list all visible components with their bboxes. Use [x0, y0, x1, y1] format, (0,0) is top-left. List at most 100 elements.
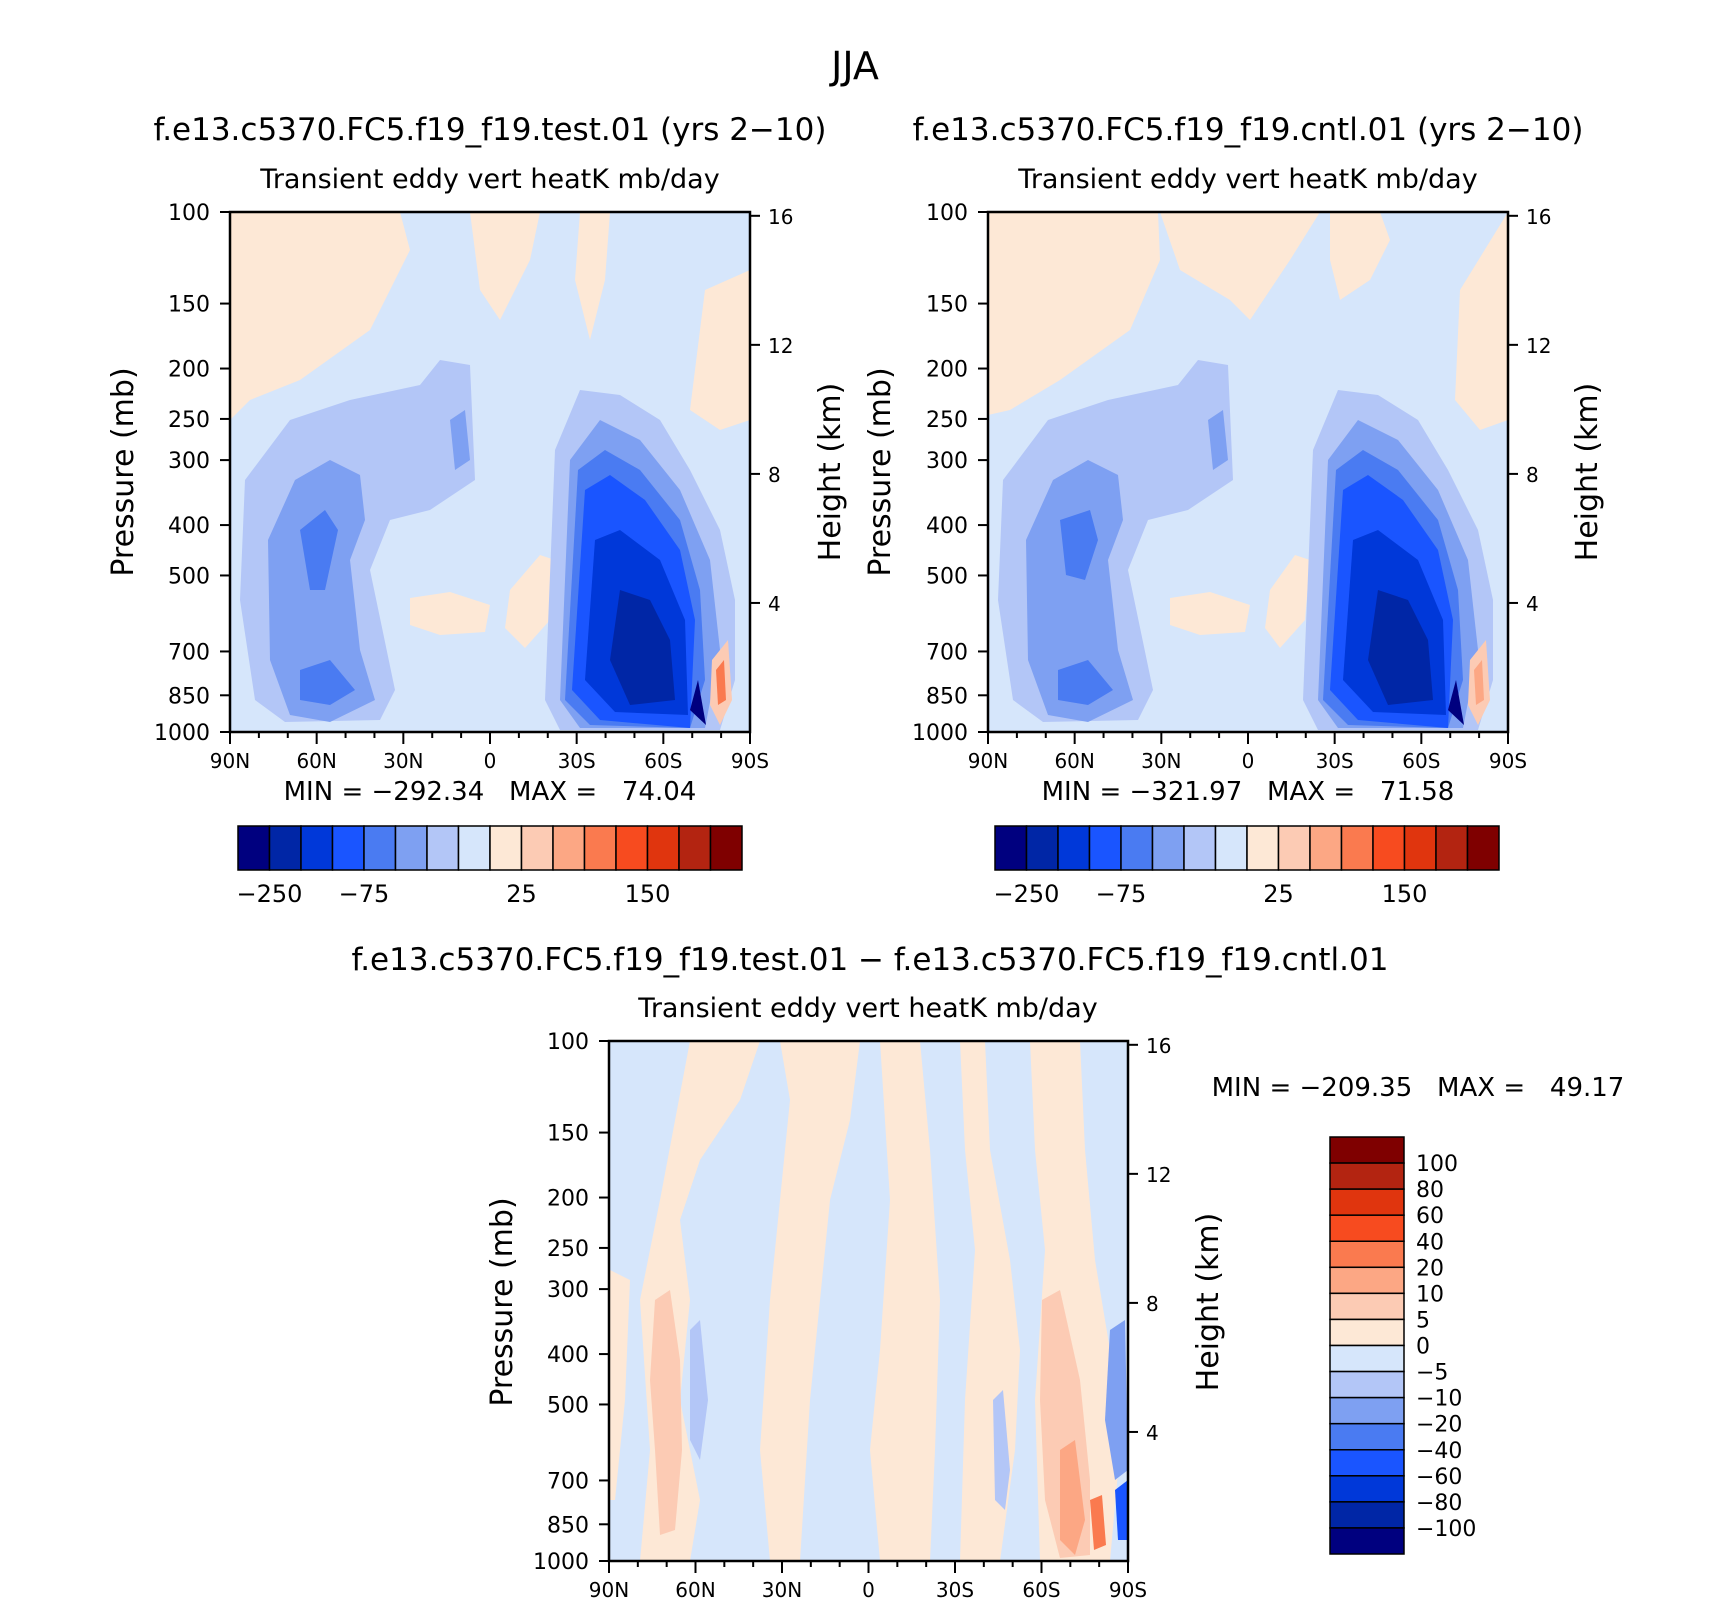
contour-positive-region — [230, 212, 410, 420]
colorbar-swatch — [1151, 825, 1185, 871]
y2-tick-label: 4 — [768, 592, 781, 616]
colorbar-swatch — [615, 825, 649, 871]
contour-positive-region — [410, 592, 490, 635]
colorbar-label: 25 — [1263, 880, 1294, 908]
colorbar-label: 150 — [1382, 880, 1428, 908]
stats-label: MIN = −292.34 MAX = 74.04 — [284, 777, 697, 807]
contour-neg-3b — [300, 660, 355, 705]
y2-axis-label: Height (km) — [1191, 1213, 1226, 1392]
y2-tick-label: 16 — [1526, 205, 1551, 229]
colorbar-swatch — [1329, 1475, 1405, 1503]
y2-tick-label: 4 — [1526, 592, 1539, 616]
contour-neg-3 — [1105, 1320, 1128, 1480]
x-tick-label: 90N — [210, 749, 250, 773]
panel-subtitle: Transient eddy vert heatK mb/day — [637, 993, 1097, 1024]
colorbar-swatch — [1329, 1370, 1405, 1399]
contour-neg-3 — [300, 510, 338, 590]
colorbar-label: −20 — [1416, 1413, 1462, 1438]
axes: 100 150 200 250 300 400 500 700 850 1000 16 12 8 4 90N… — [912, 201, 1551, 773]
y-tick-label: 850 — [926, 684, 968, 709]
y2-axis-label: Height (km) — [1570, 383, 1605, 562]
colorbar-swatch — [1403, 825, 1437, 871]
y-tick-label: 500 — [547, 1393, 589, 1418]
contour-field — [988, 212, 1508, 732]
contour-positive-polar-2 — [1474, 660, 1484, 705]
x-tick-label: 0 — [862, 1578, 875, 1601]
contour-neg-3 — [1060, 510, 1098, 580]
y2-tick-label: 8 — [1146, 1292, 1159, 1316]
colorbar-label: −60 — [1416, 1465, 1462, 1490]
contour-positive-region — [575, 212, 610, 340]
contour-neg-3b — [1058, 660, 1113, 705]
x-tick-label: 30S — [936, 1578, 974, 1601]
y-tick-label: 400 — [547, 1343, 589, 1368]
y-tick-label: 200 — [547, 1187, 589, 1212]
contour-positive-region — [1170, 592, 1250, 635]
colorbar-swatch — [1329, 1422, 1405, 1451]
contour-positive-region — [505, 555, 555, 648]
x-tick-label: 60N — [675, 1578, 715, 1601]
colorbar-swatch — [1329, 1188, 1405, 1216]
y2-tick-label: 12 — [1526, 334, 1551, 358]
y-axis-label: Pressure (mb) — [863, 367, 898, 576]
contour-neg-4 — [1115, 1480, 1128, 1540]
contour-neg-2b — [450, 410, 470, 470]
colorbar-swatch — [994, 825, 1028, 871]
y-tick-label: 250 — [168, 408, 210, 433]
y-tick-label: 700 — [547, 1469, 589, 1494]
contour-positive-region — [1265, 555, 1310, 648]
x-tick-label: 30N — [383, 749, 423, 773]
contour-neg-2 — [690, 1320, 708, 1460]
colorbar-label: 25 — [506, 880, 537, 908]
x-tick-label: 30N — [762, 1578, 802, 1601]
panel-title: f.e13.c5370.FC5.f19_f19.test.01 − f.e13.… — [352, 942, 1389, 978]
y-tick-label: 250 — [547, 1237, 589, 1262]
colorbar-swatch — [1277, 825, 1311, 871]
y-tick-label: 300 — [168, 449, 210, 474]
colorbar-swatch — [1088, 825, 1122, 871]
x-tick-label: 30S — [1316, 749, 1354, 773]
contour-neg-6 — [610, 590, 675, 705]
y-tick-label: 150 — [547, 1122, 589, 1147]
colorbar-swatch — [457, 825, 491, 871]
colorbar-swatch — [1025, 825, 1059, 871]
y-tick-label: 500 — [168, 564, 210, 589]
colorbar-swatch — [1183, 825, 1217, 871]
colorbar-swatch — [1435, 825, 1469, 871]
x-tick-label: 90N — [589, 1578, 629, 1601]
x-tick-label: 30S — [558, 749, 596, 773]
contour-neg-6 — [1368, 590, 1433, 705]
figure-title: JJA — [829, 44, 879, 88]
colorbar-swatch — [426, 825, 460, 871]
colorbar-label: 10 — [1416, 1282, 1444, 1307]
colorbar-swatch — [363, 825, 397, 871]
colorbar-swatch — [1329, 1318, 1405, 1347]
colorbar-label: −75 — [339, 880, 390, 908]
y-tick-label: 1000 — [912, 721, 968, 746]
x-tick-label: 90S — [1109, 1578, 1147, 1601]
colorbar-swatch — [489, 825, 523, 871]
colorbar-swatch — [678, 825, 712, 871]
colorbar-swatch — [1466, 825, 1500, 871]
y-tick-label: 100 — [547, 1030, 589, 1055]
colorbar-swatch — [1329, 1162, 1405, 1190]
colorbar-swatch — [1120, 825, 1154, 871]
colorbar-swatch — [1329, 1344, 1405, 1373]
colorbar-swatch — [552, 825, 586, 871]
y-tick-label: 300 — [547, 1278, 589, 1303]
contour-neg-2 — [1026, 460, 1133, 722]
y2-axis-label: Height (km) — [813, 383, 848, 562]
x-tick-label: 60N — [1054, 749, 1094, 773]
contour-positive-region — [1455, 212, 1508, 430]
colorbar-swatch — [520, 825, 554, 871]
contour-field — [230, 212, 750, 732]
colorbar-swatch — [1329, 1136, 1405, 1164]
colorbar-label: −10 — [1416, 1387, 1462, 1412]
y-tick-label: 700 — [926, 640, 968, 665]
contour-neg-2b — [993, 1390, 1010, 1510]
colorbar-swatch — [1340, 825, 1374, 871]
x-tick-label: 0 — [1242, 749, 1255, 773]
colorbar-label: 100 — [1416, 1152, 1458, 1177]
colorbar-swatch — [1329, 1266, 1405, 1295]
